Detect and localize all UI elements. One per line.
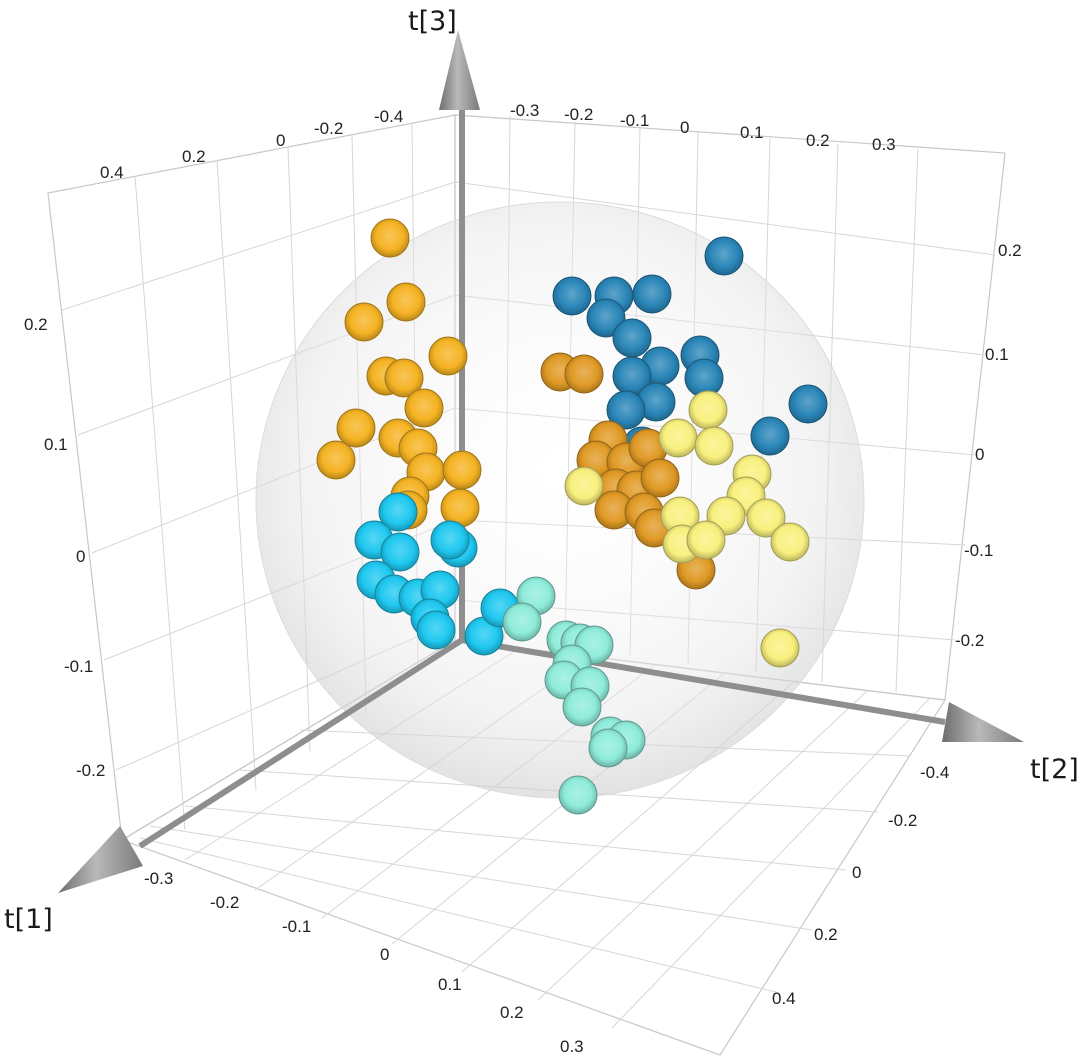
data-point[interactable] xyxy=(788,384,828,424)
data-point[interactable] xyxy=(404,388,444,428)
series-group-paleyellow xyxy=(564,390,810,668)
svg-text:0.3: 0.3 xyxy=(872,135,896,154)
data-point[interactable] xyxy=(428,336,468,376)
t1-front-tick-labels: -0.3 -0.2 -0.1 0 0.1 0.2 0.3 xyxy=(144,869,584,1056)
svg-text:-0.3: -0.3 xyxy=(510,101,539,120)
svg-text:-0.2: -0.2 xyxy=(76,761,105,780)
data-point[interactable] xyxy=(384,358,424,398)
data-point[interactable] xyxy=(502,602,542,642)
data-point[interactable] xyxy=(552,276,592,316)
svg-text:0: 0 xyxy=(276,131,285,150)
data-point[interactable] xyxy=(686,520,726,560)
svg-text:0.2: 0.2 xyxy=(998,241,1022,260)
series-group-aquamarine xyxy=(502,576,646,815)
t3-arrow-cone-icon xyxy=(439,30,480,110)
svg-text:0.1: 0.1 xyxy=(438,975,462,994)
t2-back-tick-labels: -0.3 -0.2 -0.1 0 0.1 0.2 0.3 xyxy=(510,101,896,154)
t1-arrow-cone-icon xyxy=(58,826,143,893)
data-point[interactable] xyxy=(606,390,646,430)
svg-text:0.2: 0.2 xyxy=(182,147,206,166)
svg-text:0: 0 xyxy=(852,863,861,882)
svg-text:0.4: 0.4 xyxy=(100,163,124,182)
t2-axis-arrow xyxy=(461,637,1024,742)
series-group-cyan xyxy=(354,492,520,656)
data-point[interactable] xyxy=(750,416,790,456)
data-point[interactable] xyxy=(588,728,628,768)
svg-text:0: 0 xyxy=(975,445,984,464)
svg-text:0.2: 0.2 xyxy=(500,1003,524,1022)
svg-text:-0.4: -0.4 xyxy=(374,107,403,126)
t2-axis-title: t[2] xyxy=(1030,754,1079,785)
t3-left-tick-labels: 0.2 0.1 0 -0.1 -0.2 xyxy=(24,315,105,780)
data-point[interactable] xyxy=(632,274,672,314)
data-point[interactable] xyxy=(562,687,602,727)
data-point[interactable] xyxy=(380,532,420,572)
svg-text:-0.2: -0.2 xyxy=(888,811,917,830)
t2-arrow-cone-icon xyxy=(942,702,1024,742)
t3-axis-title: t[3] xyxy=(408,6,457,37)
svg-text:0.2: 0.2 xyxy=(24,315,48,334)
data-point[interactable] xyxy=(640,458,680,498)
data-point[interactable] xyxy=(558,775,598,815)
svg-text:0: 0 xyxy=(76,547,85,566)
data-point[interactable] xyxy=(760,628,800,668)
data-point[interactable] xyxy=(688,390,728,430)
data-point[interactable] xyxy=(704,236,744,276)
data-point[interactable] xyxy=(586,298,626,338)
svg-text:-0.1: -0.1 xyxy=(282,917,311,936)
svg-text:-0.2: -0.2 xyxy=(955,631,984,650)
data-point[interactable] xyxy=(694,426,734,466)
svg-text:-0.2: -0.2 xyxy=(210,893,239,912)
data-point[interactable] xyxy=(336,408,376,448)
data-points xyxy=(316,218,828,815)
data-point[interactable] xyxy=(564,466,604,506)
svg-text:0.3: 0.3 xyxy=(560,1037,584,1056)
svg-text:0.1: 0.1 xyxy=(740,123,764,142)
svg-text:0: 0 xyxy=(380,945,389,964)
svg-text:0: 0 xyxy=(680,118,689,137)
t1-axis-arrow xyxy=(58,637,464,893)
data-point[interactable] xyxy=(770,522,810,562)
data-point[interactable] xyxy=(316,440,356,480)
series-group-darkorange xyxy=(540,352,716,590)
svg-text:-0.2: -0.2 xyxy=(564,105,593,124)
data-point[interactable] xyxy=(430,520,470,560)
data-point[interactable] xyxy=(442,450,482,490)
data-point[interactable] xyxy=(344,302,384,342)
data-point[interactable] xyxy=(416,610,456,650)
svg-text:0.2: 0.2 xyxy=(814,925,838,944)
data-point[interactable] xyxy=(386,282,426,322)
t1-axis-title: t[1] xyxy=(4,904,53,935)
data-point[interactable] xyxy=(370,218,410,258)
data-point[interactable] xyxy=(378,492,418,532)
svg-text:0.4: 0.4 xyxy=(772,989,796,1008)
svg-text:-0.4: -0.4 xyxy=(920,763,949,782)
data-point[interactable] xyxy=(564,354,604,394)
svg-text:-0.2: -0.2 xyxy=(314,119,343,138)
t1-back-tick-labels: 0.4 0.2 0 -0.2 -0.4 xyxy=(100,107,403,182)
svg-text:-0.1: -0.1 xyxy=(964,541,993,560)
svg-text:-0.1: -0.1 xyxy=(620,111,649,130)
svg-text:0.1: 0.1 xyxy=(44,435,68,454)
data-point[interactable] xyxy=(746,498,786,538)
data-point[interactable] xyxy=(612,318,652,358)
svg-text:-0.3: -0.3 xyxy=(144,869,173,888)
svg-text:-0.1: -0.1 xyxy=(64,657,93,676)
svg-text:0.1: 0.1 xyxy=(985,345,1009,364)
t3-right-tick-labels: 0.2 0.1 0 -0.1 -0.2 xyxy=(955,241,1022,650)
svg-text:0.2: 0.2 xyxy=(806,131,830,150)
data-point[interactable] xyxy=(658,418,698,458)
t2-front-tick-labels: -0.4 -0.2 0 0.2 0.4 xyxy=(772,763,949,1008)
